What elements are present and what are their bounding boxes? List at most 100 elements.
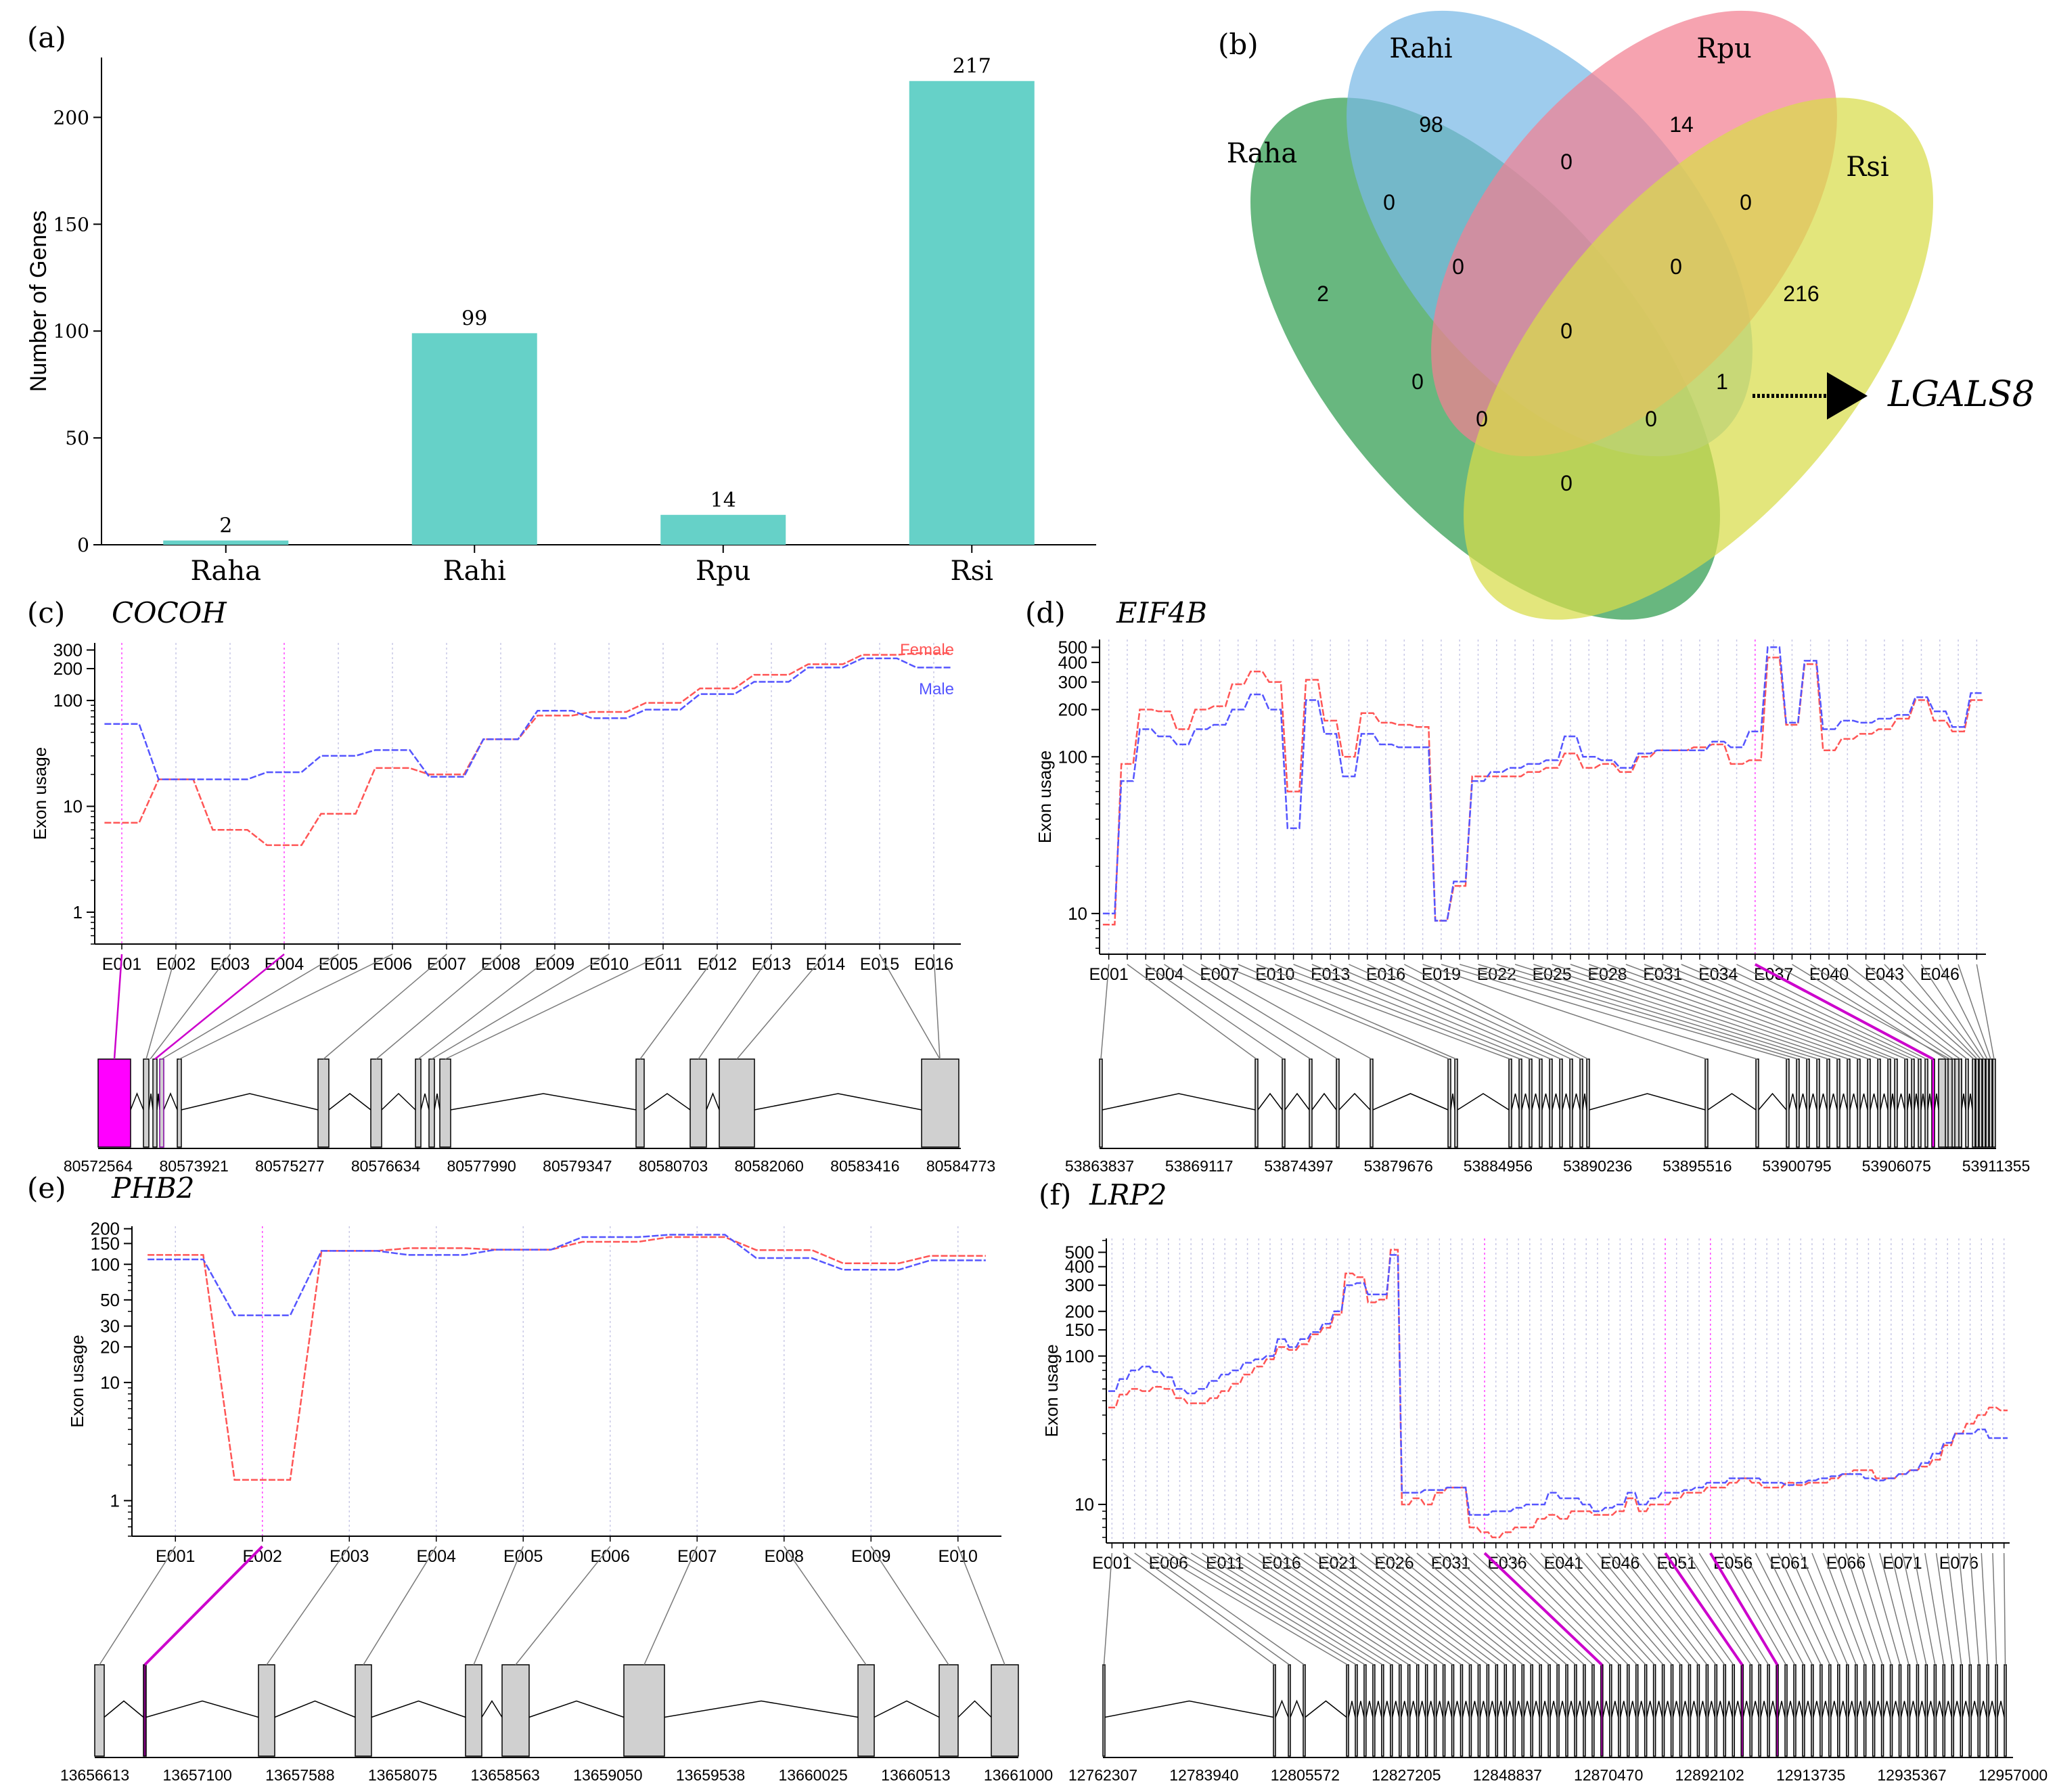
y-axis-label: Exon usage — [1041, 1344, 1062, 1437]
exon-connector — [1311, 964, 1541, 1060]
exon-box — [258, 1664, 275, 1757]
exon-box — [1793, 1664, 1796, 1757]
exon-box — [1837, 1664, 1840, 1757]
exon-connector — [1462, 1552, 1585, 1665]
exon-box — [1958, 1058, 1962, 1148]
x-tick-label: E003 — [210, 955, 250, 974]
series-line-female — [104, 652, 951, 847]
intron — [1788, 1093, 1797, 1111]
intron — [1870, 1093, 1878, 1111]
exon-connector — [1570, 964, 1849, 1060]
exon-box — [1960, 1664, 1963, 1757]
legend-label: Female — [900, 641, 954, 659]
exon-box — [719, 1058, 755, 1148]
exon-box — [1282, 1058, 1286, 1148]
exon-connector — [1292, 1552, 1453, 1665]
intron — [1374, 1701, 1382, 1718]
exon-connector — [1483, 1552, 1603, 1666]
intron — [1918, 1701, 1926, 1718]
exon-box — [1336, 1058, 1340, 1148]
exon-box — [1288, 1664, 1291, 1757]
exon-box — [1451, 1664, 1455, 1757]
exon-box — [1521, 1664, 1524, 1757]
y-tick-label: 200 — [53, 106, 89, 129]
exon-box — [1942, 1664, 1946, 1757]
exon-box — [1755, 1058, 1759, 1148]
intron — [1311, 1092, 1337, 1111]
exon-box — [1889, 1664, 1893, 1757]
venn-set-label: Rpu — [1696, 33, 1751, 64]
y-tick-label: 400 — [1058, 652, 1087, 673]
genome-coordinate: 53895516 — [1663, 1157, 1732, 1175]
x-tick-label: E012 — [698, 955, 737, 974]
genome-coordinate: 13657588 — [265, 1766, 334, 1784]
intron — [1275, 1699, 1289, 1718]
exon-box — [1975, 1058, 1979, 1148]
exon-box — [1565, 1664, 1568, 1757]
x-tick-label: E005 — [503, 1547, 543, 1566]
intron — [1859, 1093, 1868, 1111]
intron — [1372, 1093, 1449, 1111]
genome-coordinate: 53863837 — [1065, 1157, 1134, 1175]
exon-connector — [1992, 1552, 1997, 1665]
x-tick-label: E015 — [860, 955, 899, 974]
exon-connector — [879, 954, 941, 1060]
intron — [1890, 1093, 1895, 1111]
intron — [450, 1093, 637, 1111]
intron — [1453, 1701, 1462, 1718]
exon-connector — [1698, 1552, 1769, 1665]
exon-box — [1836, 1058, 1840, 1148]
x-tick-label: E066 — [1826, 1554, 1866, 1573]
exon-box — [370, 1058, 382, 1148]
x-tick-label: E007 — [427, 955, 466, 974]
exon-box — [1806, 1058, 1810, 1148]
exon-connector — [1653, 1552, 1734, 1665]
intron — [1979, 1701, 1987, 1718]
exon-connector — [1958, 964, 1991, 1060]
genome-coordinate: 12870470 — [1574, 1766, 1643, 1784]
venn-diagram-panel: Raha Rahi Rpu Rsi 98 14 2 216 0 0 0 0 0 0 0 1 0 0 0 LGALS8 — [1227, 10, 2035, 620]
intron — [1900, 1701, 1909, 1718]
intron — [1541, 1701, 1549, 1718]
exon-box — [415, 1058, 422, 1148]
exon-box — [1880, 1664, 1884, 1757]
exon-connector — [1778, 1552, 1831, 1665]
intron — [1521, 1093, 1530, 1111]
exon-connector — [1459, 964, 1788, 1060]
intron — [1479, 1701, 1488, 1718]
exon-connector — [1800, 1552, 1848, 1665]
exon-connector — [1902, 964, 1981, 1060]
intron — [1593, 1701, 1602, 1718]
intron — [1305, 1700, 1347, 1718]
exon-connector — [1168, 1552, 1357, 1665]
exon-connector — [1788, 1552, 1839, 1665]
bar — [909, 81, 1035, 545]
exon-box — [1972, 1058, 1976, 1148]
genome-coordinate: 80580703 — [639, 1157, 708, 1175]
exon-connector — [1382, 1552, 1524, 1665]
exon-box — [1826, 1058, 1830, 1148]
exon-connector — [445, 954, 664, 1060]
exon-connector — [1533, 964, 1829, 1060]
gene-title: LRP2 — [1089, 1178, 1167, 1211]
exon-box — [1904, 1058, 1908, 1148]
venn-region-count: 1 — [1716, 369, 1728, 394]
exon-connector — [1644, 964, 1890, 1060]
x-tick-label: E008 — [481, 955, 520, 974]
exon-box — [939, 1664, 959, 1757]
venn-region-count: 98 — [1419, 112, 1443, 137]
x-tick-label: E019 — [1422, 965, 1461, 984]
exon-connector — [1676, 1552, 1752, 1665]
exon-box — [1504, 1664, 1508, 1757]
exon-connector — [1256, 964, 1511, 1060]
intron — [1523, 1701, 1531, 1718]
exon-connector — [1828, 964, 1961, 1060]
intron — [1707, 1093, 1757, 1111]
exon-box — [1776, 1664, 1779, 1757]
exon-connector — [1845, 1552, 1883, 1665]
intron — [1829, 1093, 1838, 1111]
exon-box — [1556, 1664, 1560, 1757]
exon-connector — [1868, 1552, 1901, 1665]
exon-box — [1965, 1058, 1969, 1148]
intron — [1470, 1701, 1479, 1718]
